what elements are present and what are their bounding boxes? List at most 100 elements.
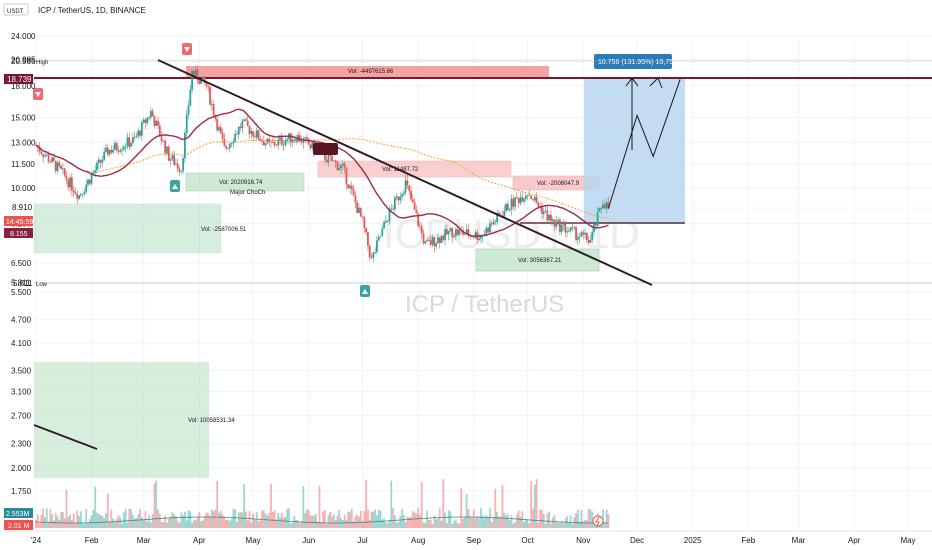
volume-bar	[259, 520, 262, 528]
volume-bar	[309, 515, 312, 528]
volume-bar	[487, 517, 490, 528]
candle-body	[573, 227, 576, 229]
candle-body	[372, 252, 375, 258]
sell-zone-top[interactable]	[186, 66, 549, 77]
volume-bar	[196, 517, 199, 528]
volume-bar	[221, 514, 224, 528]
candle-body	[279, 137, 281, 140]
volume-bar	[306, 509, 308, 528]
volume-tag-a: 2.553M	[4, 508, 33, 518]
svg-text:Low: Low	[36, 282, 48, 288]
buy-zone-major-choch[interactable]	[185, 172, 305, 192]
time-axis[interactable]: '24 Feb Mar Apr May Jun Jul Aug Sep Oct Nov Dec 2025…	[31, 536, 916, 545]
buy-zone-left[interactable]	[33, 203, 222, 254]
volume-bar	[169, 516, 172, 528]
volume-bar	[201, 520, 204, 528]
candle-body	[338, 167, 341, 171]
volume-bar	[580, 509, 583, 528]
volume-bar	[331, 516, 333, 528]
projection-path[interactable]	[607, 79, 681, 209]
major-choch: Major ChoCh	[230, 190, 265, 196]
volume-trend-line[interactable]	[33, 424, 98, 450]
buy-signal-b[interactable]	[360, 285, 370, 297]
candle-body	[277, 139, 280, 146]
volume-bar	[289, 523, 292, 528]
volume-bar	[76, 510, 79, 528]
target-box[interactable]	[584, 78, 685, 223]
volume-bar	[320, 522, 323, 528]
volume-bar	[410, 516, 412, 528]
time-tick-label: Sep	[467, 536, 482, 545]
candle-body	[121, 149, 124, 151]
alert-icon[interactable]	[592, 515, 604, 527]
volume-bar	[440, 520, 443, 528]
volume-bar	[255, 511, 258, 528]
volume-bar	[54, 513, 57, 528]
target-label-box	[594, 54, 672, 69]
sell-signal-left[interactable]	[33, 88, 43, 100]
candle-body	[505, 203, 507, 211]
vol-volume: Vol: 10058531.34	[188, 418, 235, 424]
candle-body	[44, 155, 46, 157]
candle-body	[462, 230, 464, 235]
volume-bar	[472, 509, 475, 528]
candle-body	[119, 150, 122, 152]
volume-bar	[329, 511, 332, 528]
symbol-badge[interactable]	[3, 3, 29, 16]
candle-body	[38, 147, 41, 152]
volume-bar	[327, 514, 330, 528]
candle-body	[345, 167, 348, 185]
volume-bar	[207, 513, 210, 528]
volume-bar	[401, 509, 403, 528]
volume-tag-b: 2.01 M	[4, 520, 33, 530]
candle-body	[431, 237, 434, 245]
volume-bar	[209, 515, 211, 528]
volume-bar	[121, 523, 124, 528]
downtrend-line[interactable]	[157, 59, 653, 286]
buy-signal-a[interactable]	[170, 180, 180, 192]
candle-body	[219, 127, 222, 133]
price-tick-label: 18.000	[11, 82, 36, 91]
volume-zone-box[interactable]	[34, 362, 209, 478]
candle-body	[60, 165, 63, 169]
candle-body	[237, 126, 240, 135]
volume-bar	[365, 479, 368, 528]
candle-body	[148, 117, 150, 119]
candle-body	[515, 197, 518, 199]
volume-bar	[551, 517, 554, 528]
volume-bar	[184, 511, 186, 528]
volume-bar	[471, 518, 473, 528]
candle-body	[53, 157, 55, 161]
candle-body	[164, 140, 167, 154]
svg-text:8.910: 8.910	[12, 203, 33, 212]
volume-bar	[332, 514, 335, 528]
volume-bar	[467, 509, 470, 528]
volume-bar	[341, 519, 344, 528]
vol-right: Vol: -2008047.9	[537, 181, 580, 187]
candle-body	[548, 214, 551, 220]
candle-body	[323, 150, 326, 160]
volume-bar	[47, 521, 50, 528]
volume-bar	[567, 522, 570, 528]
candle-body	[128, 137, 131, 147]
candle-body	[578, 236, 581, 238]
sell-marker-dark[interactable]	[313, 143, 338, 155]
candle-body	[124, 146, 127, 148]
sell-signal-top[interactable]	[182, 43, 192, 55]
volume-bar	[146, 521, 149, 528]
price-axis[interactable]: 24.000 20.985 18.000 15.000 13.000 11.500 10.0…	[11, 32, 36, 496]
volume-bar	[445, 522, 448, 528]
volume-bar	[462, 518, 464, 528]
candle-body	[386, 220, 389, 222]
low-tag: 5.811 Low	[13, 279, 48, 288]
volume-bar	[383, 518, 385, 528]
candle-body	[575, 227, 577, 240]
candle-body	[393, 197, 396, 210]
candle-body	[76, 193, 79, 199]
candle-body	[266, 138, 269, 144]
volume-bar	[560, 520, 563, 528]
volume-bar	[51, 514, 54, 528]
volume-bar	[576, 509, 579, 528]
volume-bar	[562, 523, 565, 528]
